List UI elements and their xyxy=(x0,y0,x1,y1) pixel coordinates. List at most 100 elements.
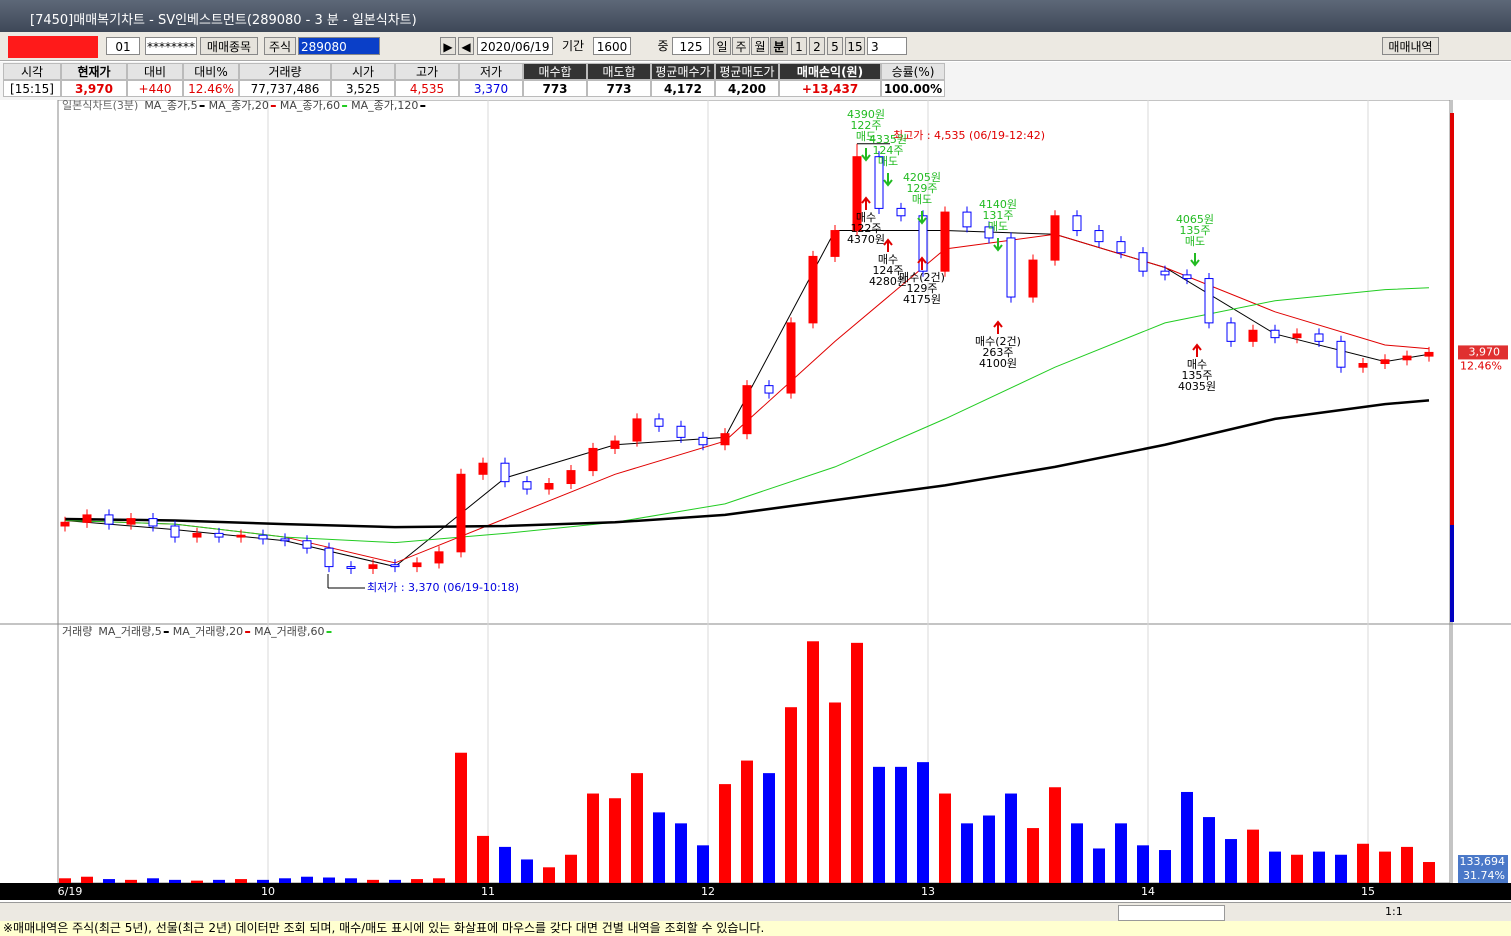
table-cell: 3,370 xyxy=(459,80,523,97)
buy-label: 매수 xyxy=(1187,358,1207,371)
sell-label: 129주 xyxy=(906,182,937,195)
legend-label: MA_종가,20 xyxy=(209,100,269,112)
buy-label: 매수(2건) xyxy=(975,335,1021,348)
candle-body xyxy=(126,518,136,525)
volume-bar xyxy=(1027,828,1039,883)
sell-label: 4390원 xyxy=(847,108,885,121)
button[interactable]: 주 xyxy=(732,37,750,55)
volume-bar xyxy=(411,879,423,883)
volume-bar xyxy=(609,798,621,883)
button[interactable]: ◀ xyxy=(458,37,474,55)
volume-bar xyxy=(785,707,797,883)
button[interactable]: 분 xyxy=(770,37,788,55)
buy-arrow xyxy=(993,320,1003,334)
candle-body xyxy=(1248,329,1258,342)
sell-label: 매도 xyxy=(988,220,1008,233)
volume-bar xyxy=(257,879,269,883)
volume-bar xyxy=(1115,823,1127,883)
volume-bar xyxy=(323,877,335,883)
legend-swatch xyxy=(245,631,251,633)
last-volume-box xyxy=(1458,855,1508,870)
volume-bar xyxy=(1159,850,1171,883)
buy-arrow xyxy=(861,196,871,210)
volume-bar xyxy=(301,876,313,883)
sell-label: 4065원 xyxy=(1176,213,1214,226)
redacted xyxy=(8,36,98,58)
high-label: 최고가 : 4,535 (06/19-12:42) xyxy=(893,129,1045,142)
buy-label: 4035원 xyxy=(1178,380,1216,393)
plot-frame xyxy=(57,100,1451,884)
select[interactable]: 01 xyxy=(106,37,140,55)
buy-label: 129주 xyxy=(906,282,937,295)
candle-body xyxy=(1336,340,1346,368)
button[interactable]: 1 xyxy=(791,37,807,55)
x-tick-label: 13 xyxy=(921,885,935,898)
button[interactable]: 일 xyxy=(713,37,731,55)
select[interactable]: 3 xyxy=(867,37,907,55)
button[interactable]: 2 xyxy=(809,37,825,55)
button[interactable]: 5 xyxy=(827,37,843,55)
volume-bar xyxy=(719,784,731,883)
volume-bar xyxy=(917,762,929,883)
candle-body xyxy=(544,483,554,490)
candle-body xyxy=(1050,215,1060,261)
date-input[interactable]: 2020/06/19 xyxy=(477,37,553,55)
button[interactable]: 15 xyxy=(845,37,865,55)
candle-body xyxy=(258,534,268,540)
table-header: 매도합 xyxy=(587,63,651,80)
candle-body xyxy=(676,425,686,438)
table-cell: 100.00% xyxy=(881,80,945,97)
button[interactable]: ▶ xyxy=(440,37,456,55)
table-header: 대비 xyxy=(127,63,183,80)
buy-label: 263주 xyxy=(982,346,1013,359)
password[interactable]: ******** xyxy=(145,37,197,55)
period-input[interactable]: 1600 xyxy=(593,37,631,55)
candle-body xyxy=(500,462,510,483)
legend-swatch xyxy=(163,631,169,633)
count-input[interactable]: 125 xyxy=(672,37,710,55)
table-cell: +440 xyxy=(127,80,183,97)
candle-body xyxy=(1402,355,1412,361)
x-tick-label: 10 xyxy=(261,885,275,898)
candle-body xyxy=(390,564,400,568)
legend-label: 거래량 xyxy=(62,625,92,638)
volume-bar xyxy=(1401,846,1413,883)
table-header: 거래량 xyxy=(239,63,331,80)
volume-bar xyxy=(1269,851,1281,883)
volume-change-label: 31.74% xyxy=(1463,869,1505,882)
candle-body xyxy=(588,447,598,472)
candle-body xyxy=(1270,329,1280,339)
legend-label: MA_거래량,20 xyxy=(173,625,243,638)
volume-bar xyxy=(675,823,687,883)
sell-label: 131주 xyxy=(982,209,1013,222)
axis-bar xyxy=(0,883,1511,900)
candle-body xyxy=(82,514,92,523)
candle-body xyxy=(830,230,840,257)
x-tick-label: 14 xyxy=(1141,885,1155,898)
button[interactable]: 매매내역 xyxy=(1382,37,1439,55)
scroll-track[interactable] xyxy=(1118,905,1225,921)
legend-swatch xyxy=(342,105,348,107)
candle-body xyxy=(192,532,202,538)
volume-bar xyxy=(1137,845,1149,883)
table-cell: +13,437 xyxy=(779,80,881,97)
candle-body xyxy=(434,551,444,564)
buy-label: 매수(2건) xyxy=(899,271,945,284)
code-input[interactable]: 289080 xyxy=(298,37,380,55)
candle-body xyxy=(610,440,620,449)
x-tick-label: 15 xyxy=(1361,885,1375,898)
button[interactable]: 월 xyxy=(751,37,769,55)
candle-body xyxy=(786,322,796,394)
candle-body xyxy=(764,385,774,394)
volume-bar xyxy=(1291,854,1303,883)
candle-body xyxy=(808,255,818,324)
buy-label: 4370원 xyxy=(847,233,885,246)
last-volume-label: 133,694 xyxy=(1460,855,1506,868)
candle-body xyxy=(1204,278,1214,324)
volume-bar xyxy=(807,641,819,883)
candle-body xyxy=(742,385,752,435)
volume-bar xyxy=(1247,829,1259,883)
button[interactable]: 매매종목 xyxy=(200,37,258,55)
button[interactable]: 주식 xyxy=(264,37,296,55)
sell-label: 122주 xyxy=(850,119,881,132)
